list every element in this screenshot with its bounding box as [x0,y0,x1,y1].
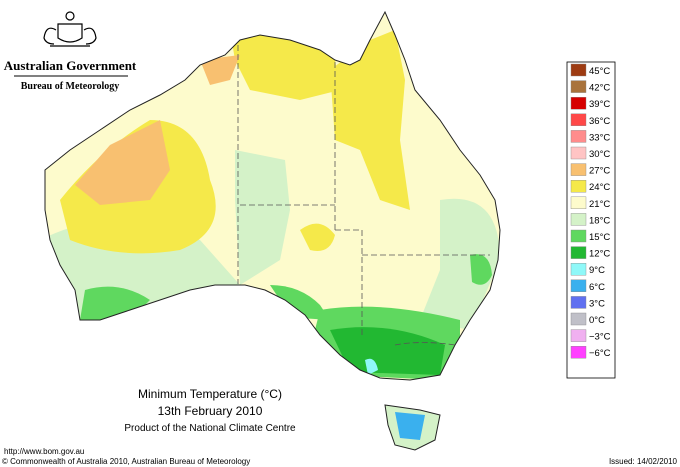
legend-swatch [570,229,587,243]
url: http://www.bom.gov.au [4,447,84,456]
legend-label: −6°C [589,348,611,359]
legend-label: 6°C [589,282,605,293]
government: Australian Government [4,58,137,73]
legend-label: 36°C [589,116,610,127]
legend-label: 30°C [589,149,610,160]
legend-label: 21°C [589,199,610,210]
legend-swatch [570,196,587,210]
product: Product of the National Climate Centre [124,423,296,434]
legend-label: 27°C [589,166,610,177]
agency: Bureau of Meteorology [21,81,120,92]
legend-label: 9°C [589,265,605,276]
issued: Issued: 14/02/2010 [609,457,678,466]
legend-swatch [570,329,587,342]
legend-swatch [570,163,587,176]
legend-swatch [570,63,587,77]
legend-swatch [570,263,587,276]
legend-swatch [570,146,587,160]
legend-swatch [570,312,587,326]
legend-label: 33°C [589,132,610,143]
legend: 45°C 42°C 39°C 36°C 33°C 30°C 27°C 24°C 21°C 18°C… [570,63,611,359]
map-title: Minimum Temperature (°C) [138,387,282,401]
crest [43,11,97,47]
legend-label: 42°C [589,83,610,94]
legend-label: 24°C [589,182,610,193]
legend-label: 12°C [589,249,610,260]
legend-swatch [570,80,587,93]
legend-label: 45°C [589,66,610,77]
legend-label: 15°C [589,232,610,243]
legend-swatch [570,113,587,127]
legend-label: 39°C [589,99,610,110]
legend-label: 18°C [589,215,610,226]
legend-swatch [570,279,587,292]
map [44,11,501,451]
legend-label: 0°C [589,315,605,326]
map-date: 13th February 2010 [158,404,263,418]
copyright: © Commonwealth of Australia 2010, Austra… [2,457,250,466]
legend-swatch [570,179,587,193]
legend-swatch [570,296,587,309]
legend-swatch [570,130,587,143]
legend-swatch [570,213,587,226]
legend-swatch [570,346,587,359]
legend-swatch [570,246,587,259]
legend-swatch [570,96,587,110]
legend-label: −3°C [589,332,611,343]
legend-label: 3°C [589,298,605,309]
